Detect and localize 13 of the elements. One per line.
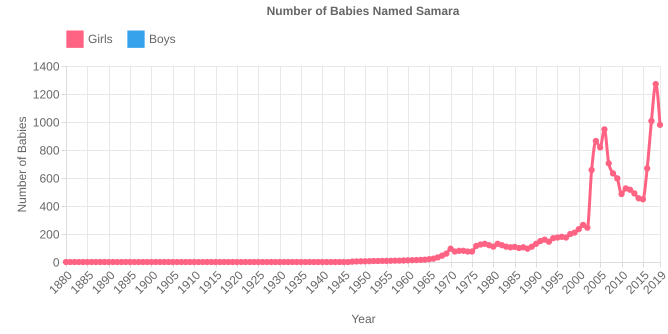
y-tick-label: 600 [39, 172, 60, 186]
y-tick-label: 1400 [32, 60, 60, 74]
legend-label: Boys [149, 32, 176, 46]
y-tick-label: 400 [39, 200, 60, 214]
x-axis-title: Year [351, 312, 376, 326]
y-tick-label: 1200 [32, 88, 60, 102]
y-tick-label: 800 [39, 144, 60, 158]
chart-title: Number of Babies Named Samara [266, 4, 460, 18]
y-tick-label: 1000 [32, 116, 60, 130]
y-axis-title: Number of Babies [14, 116, 29, 213]
y-tick-label: 0 [52, 256, 60, 270]
y-tick-label: 200 [39, 228, 60, 242]
legend-label: Girls [88, 32, 113, 46]
